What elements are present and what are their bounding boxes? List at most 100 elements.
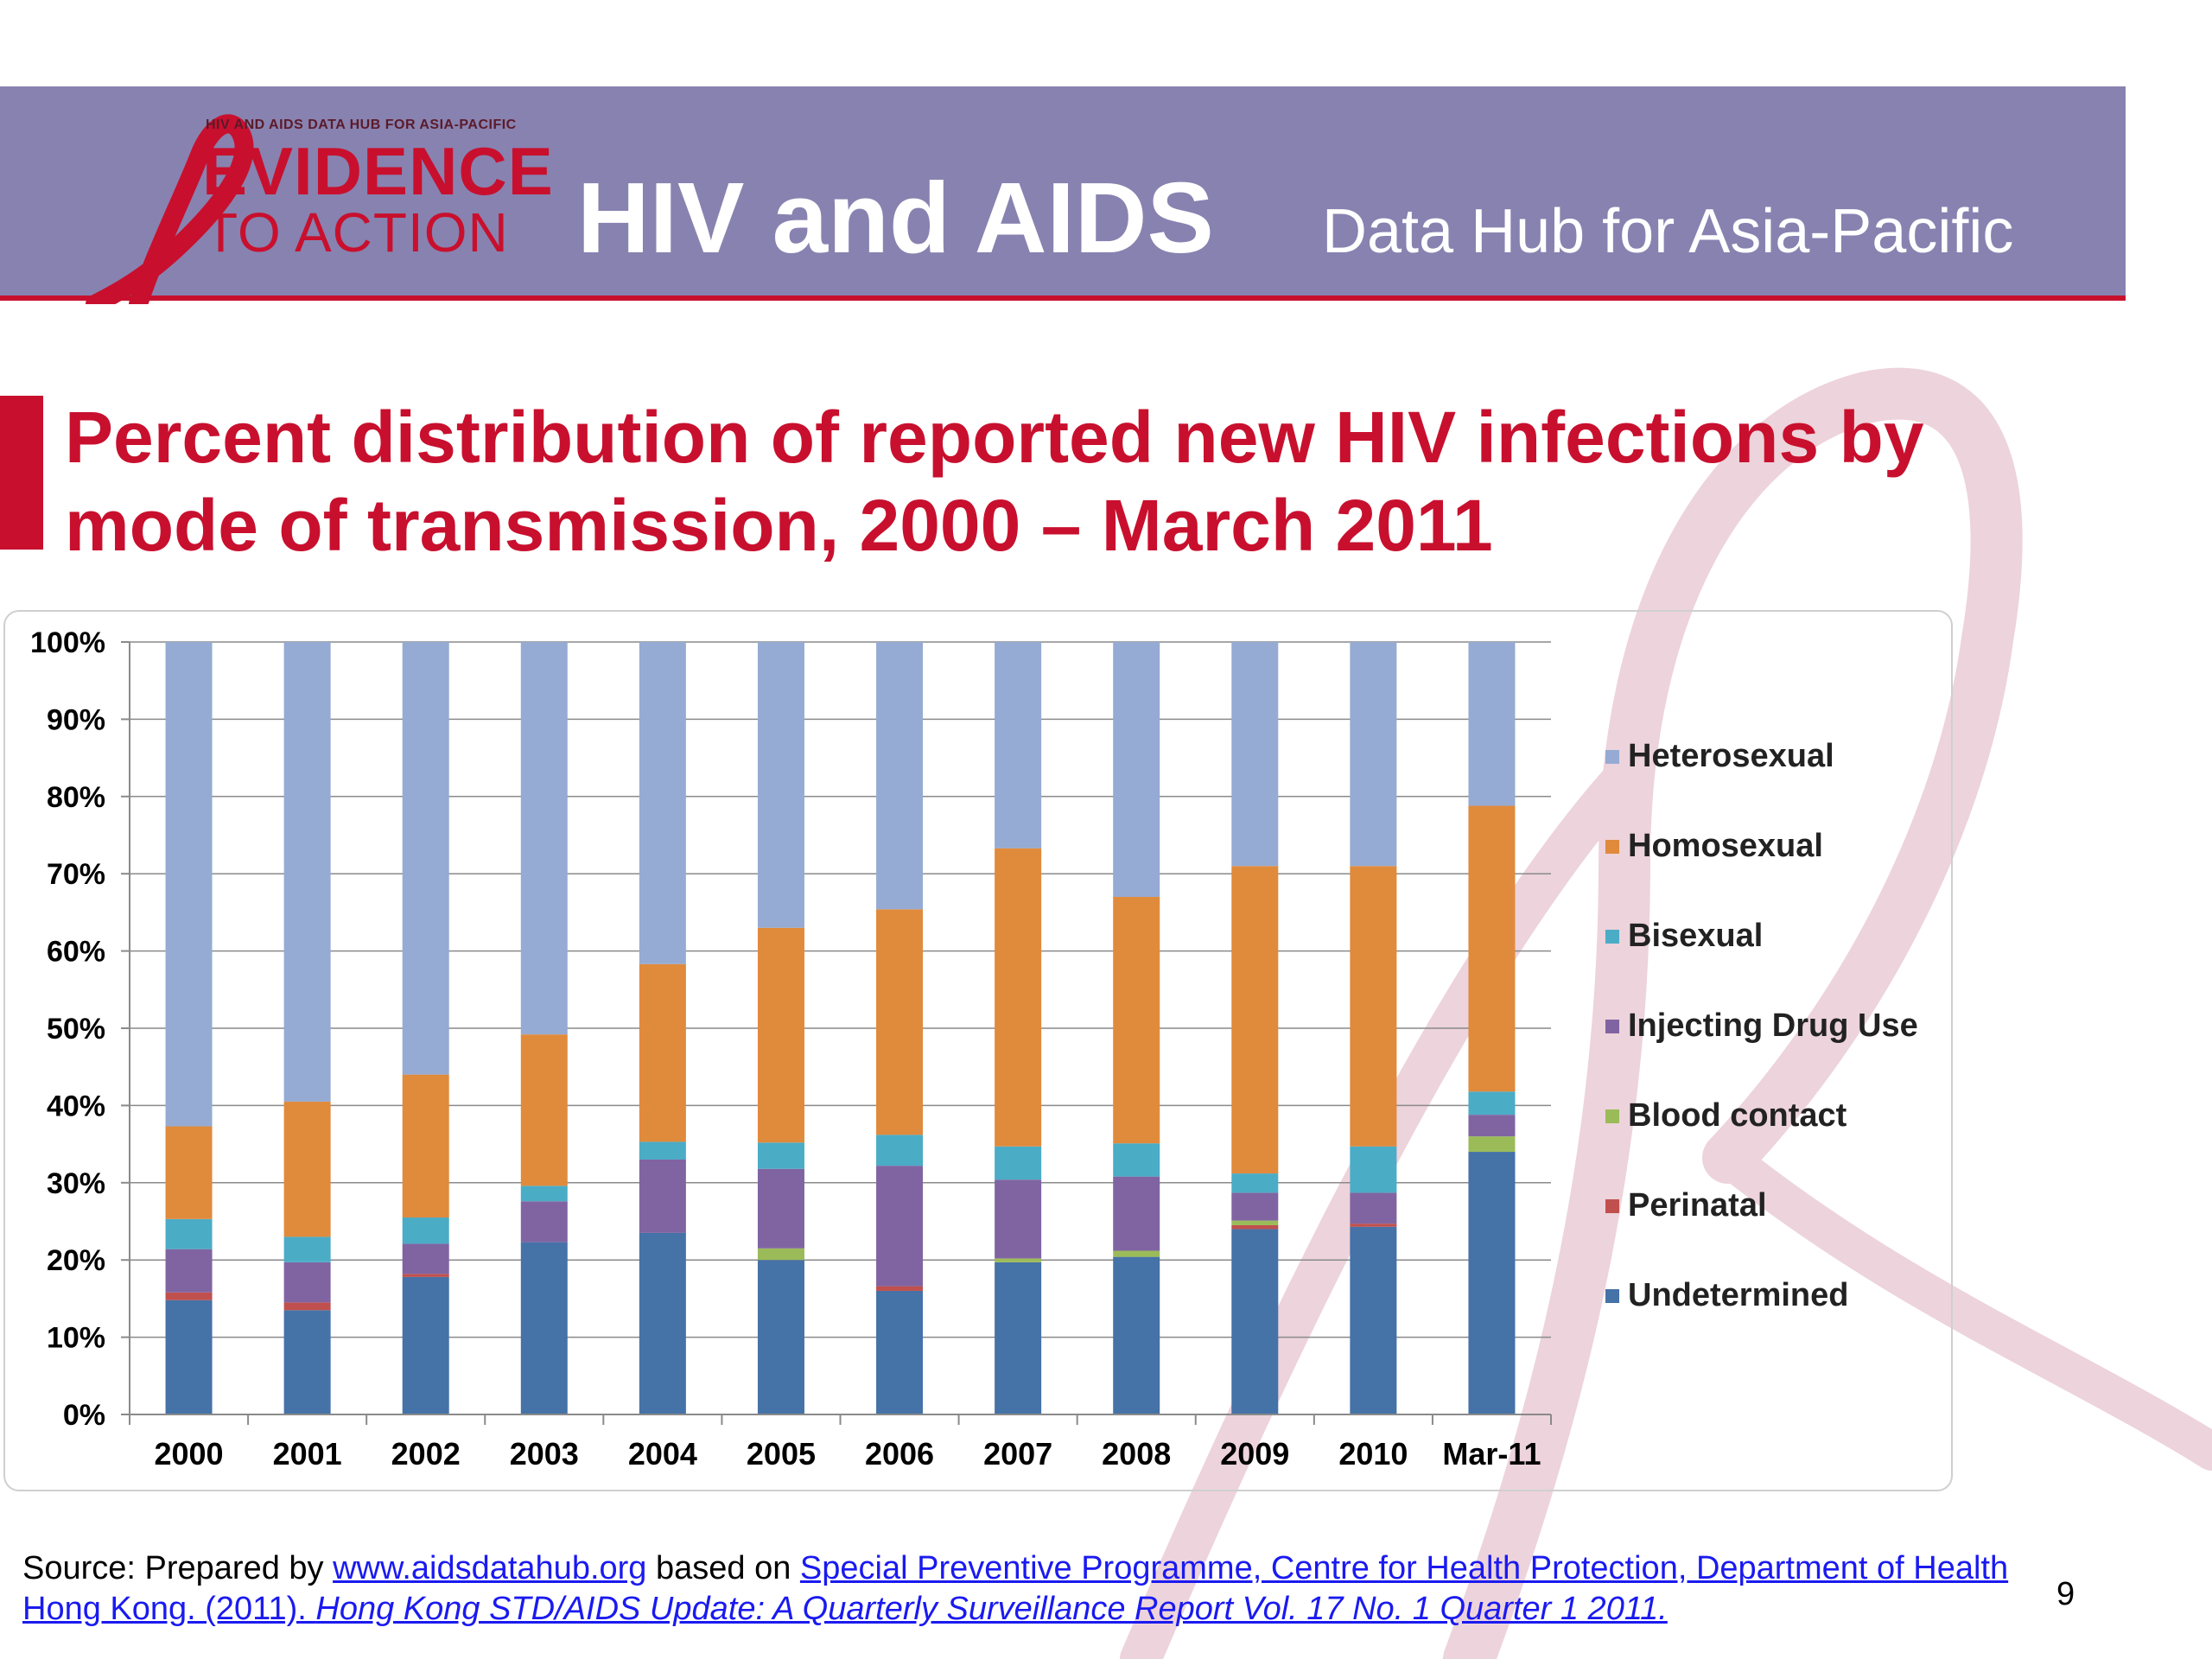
bar-segment-bisexual (283, 1236, 331, 1262)
bar-segment-injecting-drug-use (1468, 1115, 1516, 1137)
bar-segment-injecting-drug-use (1231, 1192, 1279, 1221)
source-reference-text[interactable]: Special Preventive Programme, Centre for… (22, 1550, 2009, 1627)
bar-segment-homosexual (1231, 866, 1279, 1174)
legend-swatch (1605, 1199, 1619, 1213)
bar-segment-undetermined (1113, 1256, 1160, 1414)
bar-segment-undetermined (639, 1232, 686, 1414)
y-tick-label: 90% (47, 703, 105, 736)
x-tick-label: 2007 (983, 1436, 1052, 1471)
bar-segment-perinatal (1350, 1224, 1397, 1227)
legend-swatch (1605, 1289, 1619, 1303)
bar-segment-undetermined (283, 1310, 331, 1414)
y-tick-label: 60% (47, 936, 105, 969)
y-tick-label: 20% (47, 1244, 105, 1277)
bar-segment-undetermined (1350, 1226, 1397, 1414)
bar-segment-heterosexual (1350, 642, 1397, 867)
bar-segment-perinatal (1231, 1224, 1279, 1230)
title-accent-bar (0, 396, 43, 550)
source-reference-link[interactable]: Special Preventive Programme, Centre for… (22, 1550, 2008, 1627)
x-tick-label: 2008 (1102, 1436, 1171, 1471)
page-number: 9 (2056, 1576, 2075, 1612)
bar-segment-undetermined (1468, 1152, 1516, 1414)
bar-segment-bisexual (520, 1185, 568, 1202)
bar-segment-homosexual (520, 1034, 568, 1186)
bar-segment-perinatal (283, 1302, 331, 1311)
source-citation: Source: Prepared by www.aidsdatahub.org … (22, 1548, 2010, 1630)
bar-segment-undetermined (520, 1242, 568, 1414)
bar-segment-heterosexual (520, 642, 568, 1035)
x-tick-label: 2004 (628, 1436, 697, 1471)
source-middle: based on (646, 1550, 800, 1586)
x-tick-label: Mar-11 (1442, 1436, 1541, 1471)
legend-label: Heterosexual (1628, 738, 1834, 774)
bar-segment-perinatal (876, 1286, 924, 1291)
aidsdatahub-link[interactable]: www.aidsdatahub.org (333, 1550, 647, 1586)
bar-segment-bisexual (1113, 1143, 1160, 1177)
legend-swatch (1605, 750, 1619, 764)
bar-segment-homosexual (876, 909, 924, 1135)
bar-segment-undetermined (757, 1260, 804, 1414)
bar-segment-perinatal (165, 1292, 213, 1300)
bar-segment-bisexual (1350, 1146, 1397, 1193)
source-reference-title[interactable]: Hong Kong STD/AIDS Update: A Quarterly S… (315, 1591, 1668, 1627)
bar-segment-undetermined (165, 1300, 213, 1414)
legend-label: Perinatal (1628, 1187, 1767, 1224)
logo-tagline: HIV AND AIDS DATA HUB FOR ASIA-PACIFIC (206, 118, 517, 132)
x-tick-label: 2005 (747, 1436, 816, 1471)
bar-segment-injecting-drug-use (283, 1262, 331, 1303)
x-tick-label: 2009 (1220, 1436, 1289, 1471)
legend-swatch (1605, 1109, 1619, 1123)
bar-segment-injecting-drug-use (165, 1249, 213, 1293)
header-banner: HIV AND AIDS DATA HUB FOR ASIA-PACIFIC E… (0, 86, 2126, 304)
bar-segment-bisexual (995, 1146, 1042, 1180)
bar-segment-heterosexual (876, 642, 924, 910)
legend-swatch (1605, 1020, 1619, 1033)
bar-segment-blood-contact (1113, 1250, 1160, 1257)
bar-segment-heterosexual (995, 642, 1042, 849)
bar-segment-injecting-drug-use (639, 1159, 686, 1233)
bar-segment-bisexual (1468, 1091, 1516, 1116)
bar-segment-bisexual (876, 1135, 924, 1166)
y-tick-label: 50% (47, 1013, 105, 1046)
bar-segment-blood-contact (757, 1248, 804, 1261)
bar-segment-homosexual (1468, 805, 1516, 1092)
bar-segment-injecting-drug-use (1350, 1192, 1397, 1224)
y-tick-label: 80% (47, 781, 105, 814)
bar-segment-bisexual (757, 1142, 804, 1169)
logo-evidence-text: EVIDENCE (202, 133, 554, 209)
bar-segment-bisexual (639, 1141, 686, 1160)
bar-segment-injecting-drug-use (757, 1168, 804, 1249)
y-tick-label: 70% (47, 858, 105, 891)
bar-segment-injecting-drug-use (402, 1243, 449, 1274)
bar-segment-perinatal (402, 1274, 449, 1277)
red-ribbon-logo-icon (86, 114, 254, 304)
slide-title: Percent distribution of reported new HIV… (65, 397, 1924, 566)
bar-segment-heterosexual (283, 642, 331, 1102)
bar-segment-heterosexual (639, 642, 686, 964)
bar-segment-undetermined (402, 1276, 449, 1414)
bar-segment-undetermined (876, 1290, 924, 1414)
y-tick-label: 100% (30, 626, 105, 659)
bar-segment-heterosexual (1113, 642, 1160, 898)
y-tick-label: 30% (47, 1167, 105, 1200)
bar-segment-homosexual (1113, 897, 1160, 1144)
bar-segment-undetermined (995, 1262, 1042, 1414)
y-tick-label: 10% (47, 1322, 105, 1355)
bar-segment-injecting-drug-use (876, 1166, 924, 1287)
legend-swatch (1605, 840, 1619, 854)
y-tick-label: 40% (47, 1090, 105, 1122)
bar-segment-homosexual (402, 1074, 449, 1218)
legend-label: Blood contact (1628, 1097, 1847, 1134)
bar-segment-bisexual (165, 1218, 213, 1249)
bar-segment-homosexual (165, 1126, 213, 1219)
bar-segment-injecting-drug-use (995, 1179, 1042, 1259)
chart-frame (3, 610, 1953, 1491)
bar-segment-heterosexual (757, 642, 804, 928)
x-tick-label: 2006 (865, 1436, 934, 1471)
bar-segment-blood-contact (1231, 1220, 1279, 1225)
logo-to-action-text: TO ACTION (204, 201, 509, 264)
legend-label: Bisexual (1628, 918, 1764, 954)
bar-segment-bisexual (1231, 1173, 1279, 1193)
x-tick-label: 2010 (1338, 1436, 1408, 1471)
